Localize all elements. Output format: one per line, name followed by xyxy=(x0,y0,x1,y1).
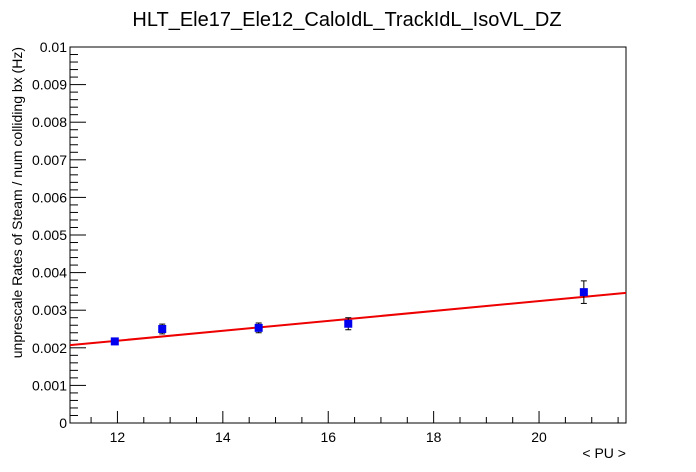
plot-frame xyxy=(69,46,627,424)
x-tick-label: 20 xyxy=(531,429,547,445)
x-tick-label: 18 xyxy=(426,429,442,445)
y-tick-label: 0.003 xyxy=(32,302,67,318)
x-tick-label: 16 xyxy=(320,429,336,445)
y-tick-label: 0 xyxy=(59,415,67,431)
data-point xyxy=(344,319,353,328)
x-tick-label: 14 xyxy=(215,429,231,445)
x-axis-label: < PU > xyxy=(582,445,626,461)
y-tick-label: 0.002 xyxy=(32,340,67,356)
data-point xyxy=(579,288,588,297)
y-tick-label: 0.008 xyxy=(32,114,67,130)
y-tick-label: 0.009 xyxy=(32,77,67,93)
data-point xyxy=(158,325,167,333)
y-tick-label: 0.01 xyxy=(40,39,67,55)
y-tick-label: 0.004 xyxy=(32,265,67,281)
data-point xyxy=(110,337,119,346)
x-tick-label: 12 xyxy=(110,429,126,445)
y-tick-label: 0.006 xyxy=(32,189,67,205)
y-tick-label: 0.007 xyxy=(32,152,67,168)
chart-title: HLT_Ele17_Ele12_CaloIdL_TrackIdL_IsoVL_D… xyxy=(132,9,561,31)
x-axis-ticks: 12 14 16 18 20 xyxy=(90,411,619,445)
y-tick-label: 0.001 xyxy=(32,377,67,393)
data-point xyxy=(254,323,263,332)
y-axis-label: unprescale Rates of Steam / num collidin… xyxy=(9,47,25,358)
y-tick-label: 0.005 xyxy=(32,227,67,243)
y-axis-ticks: 0 0.001 0.002 0.003 0.004 0.005 0.006 0.007 0.00… xyxy=(32,39,86,431)
data-points-group xyxy=(110,280,588,346)
